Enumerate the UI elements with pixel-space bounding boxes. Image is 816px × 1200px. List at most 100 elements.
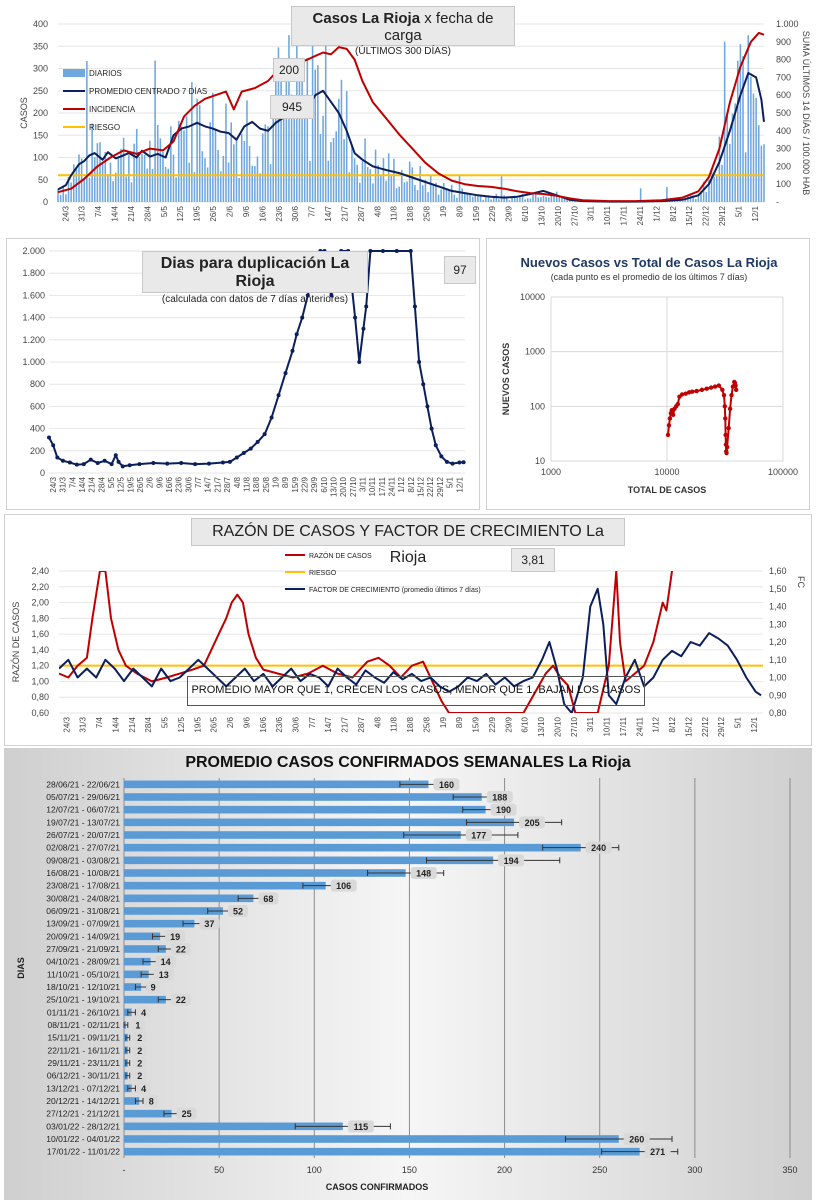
daily-cases-bar — [112, 181, 114, 202]
daily-cases-bar — [301, 70, 303, 202]
doubling-days-point — [60, 458, 65, 463]
daily-cases-bar — [214, 128, 217, 202]
daily-cases-bar — [251, 165, 254, 202]
daily-cases-xtick: 9/6 — [242, 205, 251, 217]
daily-cases-bar — [563, 196, 566, 202]
doubling-days-point — [67, 460, 72, 465]
weekly-average-value-bg — [170, 943, 191, 955]
new-vs-total-xtick: 1000 — [541, 467, 561, 477]
daily-cases-y2tick: 600 — [776, 90, 791, 100]
doubling-days-xtick: 24/11 — [388, 476, 397, 496]
daily-cases-y2tick: 1.000 — [776, 19, 799, 29]
weekly-average-category: 26/07/21 - 20/07/21 — [46, 830, 120, 840]
daily-cases-bar — [524, 199, 526, 202]
daily-cases-bar — [175, 177, 177, 202]
daily-cases-bar — [275, 77, 277, 202]
weekly-average-bar — [124, 780, 429, 789]
weekly-average-xlabel: CASOS CONFIRMADOS — [326, 1182, 429, 1192]
weekly-average-category: 09/08/21 - 03/08/21 — [46, 855, 120, 865]
weekly-average-value-bg — [519, 816, 546, 829]
weekly-average-bar — [124, 894, 254, 903]
doubling-days-xtick: 2/6 — [146, 476, 155, 488]
daily-cases-bar — [143, 154, 146, 202]
daily-cases-y2label: SUMA ÚLTIMOS 14 DÍAS / 100.000 HAB — [801, 31, 811, 195]
doubling-days-point — [116, 459, 121, 464]
new-vs-total-point — [726, 425, 731, 431]
daily-cases-bar — [277, 47, 280, 202]
daily-cases-bar — [183, 130, 185, 202]
doubling-days-point — [227, 459, 232, 464]
weekly-average-value-label: 240 — [591, 843, 606, 853]
doubling-days-point — [120, 464, 125, 469]
daily-cases-bar — [710, 168, 713, 202]
doubling-days-title: Dias para duplicación La Rioja — [160, 255, 350, 290]
daily-cases-xtick: 24/3 — [61, 205, 70, 221]
daily-cases-bar — [285, 80, 288, 202]
weekly-average-title: PROMEDIO CASOS CONFIRMADOS SEMANALES — [185, 754, 564, 771]
new-vs-total-point — [727, 406, 733, 412]
doubling-days-point — [51, 443, 56, 448]
weekly-average-value-label: 2 — [137, 1033, 142, 1043]
daily-cases-bar — [553, 194, 555, 202]
growth-factor-xtick: 12/5 — [177, 716, 186, 732]
doubling-days-point — [394, 249, 399, 253]
doubling-days-point — [305, 293, 310, 298]
daily-cases-bar — [246, 100, 248, 202]
doubling-days-xtick: 5/1 — [446, 476, 455, 488]
daily-cases-bar — [548, 197, 550, 202]
daily-cases-xtick: 8/12 — [669, 205, 678, 221]
weekly-average-value-bg — [486, 791, 513, 803]
daily-cases-bar — [747, 35, 750, 202]
weekly-average-value-label: 1 — [135, 1021, 140, 1031]
daily-cases-ytick: 350 — [33, 41, 48, 51]
daily-cases-bar — [471, 196, 474, 202]
daily-cases-bar — [159, 138, 162, 202]
weekly-average-value-bg — [132, 1069, 147, 1082]
daily-cases-xtick: 14/4 — [111, 205, 120, 221]
daily-cases-bar — [422, 185, 424, 202]
daily-cases-bar — [681, 201, 684, 202]
daily-cases-bar — [739, 44, 742, 202]
daily-cases-xtick: 2/6 — [226, 205, 235, 217]
daily-cases-bar — [440, 189, 442, 202]
weekly-average-value-label: 52 — [233, 907, 243, 917]
daily-cases-bar — [340, 79, 343, 202]
daily-cases-xtick: 10/11 — [603, 205, 612, 225]
daily-cases-ytick: 50 — [38, 175, 48, 185]
weekly-average-value-bg — [130, 1019, 145, 1031]
doubling-days-ytick: 1.600 — [22, 290, 45, 300]
weekly-average-value-bg — [170, 993, 191, 1006]
daily-cases-bar — [296, 44, 298, 202]
daily-cases-bar — [545, 196, 547, 202]
daily-cases-bar — [164, 166, 167, 202]
growth-factor-xtick: 1/12 — [652, 716, 661, 732]
daily-cases-ytick: 0 — [43, 197, 48, 207]
growth-factor-ratio-line — [59, 571, 673, 713]
daily-cases-bar — [254, 166, 256, 202]
weekly-average-value-bg — [136, 1082, 151, 1095]
daily-cases-title-box: Casos La Rioja x fecha de carga (ÚLTIMOS… — [291, 6, 515, 57]
doubling-days-point — [234, 455, 239, 460]
new-vs-total-point — [729, 392, 734, 398]
doubling-days-xtick: 16/6 — [165, 476, 174, 492]
daily-cases-bar — [443, 183, 445, 202]
daily-cases-bar — [406, 181, 408, 202]
weekly-average-category: 18/10/21 - 12/10/21 — [46, 982, 120, 992]
daily-cases-y2tick: 500 — [776, 108, 791, 118]
doubling-days-point — [380, 249, 385, 253]
weekly-average-value-label: 106 — [336, 881, 351, 891]
daily-cases-bar — [479, 195, 482, 202]
growth-factor-ytick: 2,40 — [31, 566, 49, 576]
weekly-average-bar — [124, 1147, 640, 1156]
daily-cases-bar — [424, 179, 427, 202]
daily-cases-bar — [335, 131, 337, 202]
daily-cases-legend-label: RIESGO — [89, 123, 120, 132]
daily-cases-legend-swatch — [63, 69, 85, 77]
daily-cases-xtick: 1/12 — [652, 205, 661, 221]
doubling-days-xtick: 12/1 — [455, 476, 464, 492]
daily-cases-bar — [101, 161, 104, 202]
daily-cases-bar — [466, 193, 469, 202]
weekly-average-value-label: 2 — [137, 1059, 142, 1069]
daily-cases-bar — [366, 167, 369, 202]
daily-cases-ytick: 200 — [33, 108, 48, 118]
